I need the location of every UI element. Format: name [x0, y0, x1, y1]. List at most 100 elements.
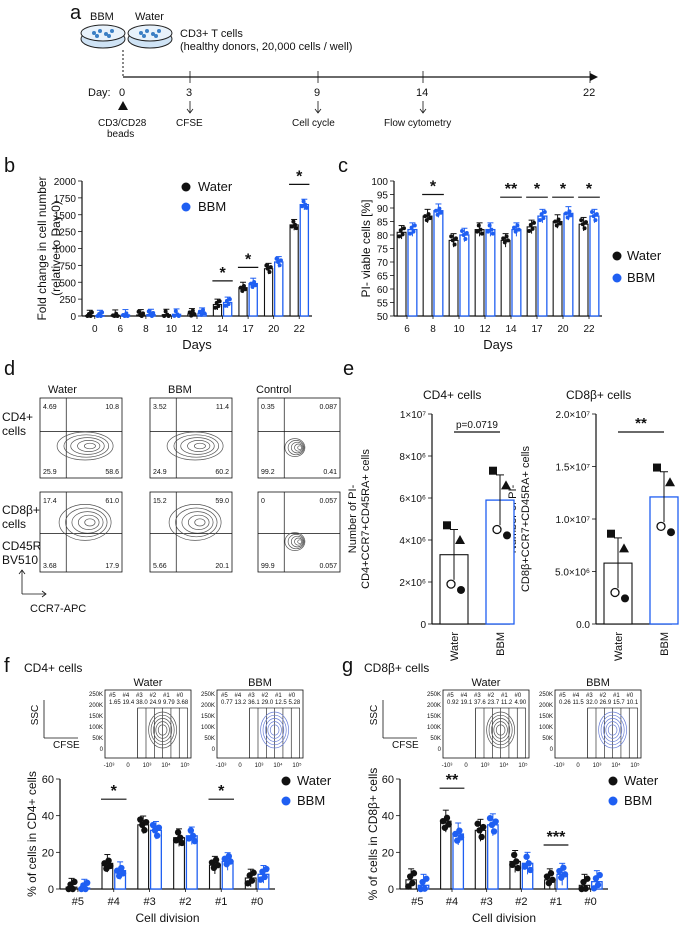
timeline-arrow-icon [590, 73, 598, 81]
gate-label: #5 [447, 693, 454, 699]
gate-box [587, 707, 638, 759]
x-tick-label: BBM [495, 632, 507, 656]
y-tick-label: 20 [42, 847, 54, 859]
flow-y-tick: 0 [550, 747, 554, 753]
bar-water [422, 215, 433, 317]
flow-y-tick: 0 [212, 747, 216, 753]
data-point-triangle [619, 543, 629, 553]
col-title-bbm: BBM [168, 384, 192, 396]
data-point-square [489, 466, 497, 475]
event-day3: CFSE [176, 118, 203, 129]
data-point [71, 878, 78, 886]
contour-line [83, 442, 96, 450]
flow-x-tick: 10⁵ [518, 762, 528, 769]
gate-label: #5 [221, 693, 228, 699]
data-point [268, 265, 273, 270]
data-point [141, 311, 146, 316]
data-point [250, 869, 257, 876]
legend-bbm-text: BBM [624, 793, 652, 808]
y-tick-label: 1×10⁷ [400, 410, 427, 421]
data-point [187, 310, 192, 315]
flow-y-tick: 100K [201, 725, 215, 731]
significance-star: * [560, 181, 567, 198]
data-point [594, 212, 599, 217]
flow-y-tick: 250K [201, 692, 215, 698]
flow-x-tick: 0 [238, 763, 242, 769]
data-point [289, 224, 294, 229]
gate-label: #0 [515, 693, 522, 699]
triangle-marker-icon [118, 101, 128, 110]
data-point [261, 873, 268, 881]
data-point [277, 263, 282, 268]
data-point [88, 314, 93, 318]
data-point [435, 212, 440, 217]
gate-pct: 1.65 [109, 700, 121, 706]
contour-line [180, 437, 215, 455]
contour-line [166, 431, 224, 461]
x-tick-label: 6 [118, 324, 124, 335]
gate-pct: 26.9 [600, 700, 612, 706]
legend-water-dot [281, 776, 291, 786]
gate-pct: 0.77 [221, 700, 233, 706]
data-point [557, 221, 562, 226]
y-tick-label: 2.0×10⁷ [556, 410, 591, 421]
data-point [541, 216, 546, 221]
data-point [510, 851, 518, 859]
quadrant-q2: 0.057 [319, 498, 337, 505]
gate-label: #2 [488, 693, 495, 699]
gate-pct: 19.4 [123, 700, 135, 706]
contour-line [168, 504, 222, 541]
data-point [197, 309, 202, 314]
bar-water [578, 223, 589, 317]
data-point [479, 231, 484, 236]
flow-x-tick: 0 [576, 763, 580, 769]
panel-d: d Water BBM Control CD4+ cells CD8β+ cel… [2, 358, 341, 615]
flow-x-tick: 10³ [255, 763, 264, 769]
data-point-filled [503, 531, 511, 540]
significance-star: * [245, 251, 252, 268]
y-tick-label: 60 [382, 774, 394, 786]
x-tick-label: #2 [179, 896, 191, 908]
quadrant-q2: 61.0 [105, 498, 119, 505]
bar-water [396, 231, 407, 317]
legend-bbm-dot [181, 202, 191, 212]
flow-x-tick: -10³ [442, 763, 453, 769]
contour-line [284, 438, 306, 457]
event-day9: Cell cycle [292, 118, 335, 129]
significance-star: * [430, 179, 437, 196]
data-point-filled [667, 528, 675, 537]
x-tick-label: #2 [515, 896, 527, 908]
data-point [213, 305, 218, 310]
bar-bbm [407, 228, 418, 317]
data-point [412, 223, 417, 228]
x-tick-label: 10 [453, 324, 465, 335]
contour-line [605, 721, 620, 739]
data-point [421, 885, 428, 892]
data-point [490, 828, 498, 835]
data-point [424, 218, 429, 223]
contour-line [148, 711, 177, 749]
gate-label: #4 [123, 693, 130, 699]
data-point [192, 311, 197, 316]
y-axis-title: Fold change in cell number [35, 176, 49, 320]
data-point [530, 226, 535, 231]
data-point [490, 231, 495, 236]
significance-label: p=0.0719 [456, 420, 498, 431]
data-point [118, 864, 125, 872]
data-point [556, 217, 561, 222]
data-point [560, 864, 567, 871]
gate-pct: 9.79 [163, 700, 175, 706]
quadrant-q3: 3.68 [43, 563, 57, 570]
data-point [267, 269, 272, 274]
data-point [445, 821, 452, 828]
flow-x-tick: -10³ [554, 763, 565, 769]
data-point [513, 229, 518, 234]
quadrant-q1: 3.52 [153, 404, 167, 411]
x-tick-label: #1 [215, 896, 227, 908]
legend-bbm-text: BBM [297, 793, 325, 808]
flow-y-tick: 0 [438, 747, 442, 753]
col-title-water: Water [48, 384, 77, 396]
data-point [452, 242, 457, 247]
data-point-open [492, 524, 502, 535]
data-point-filled [457, 585, 465, 594]
